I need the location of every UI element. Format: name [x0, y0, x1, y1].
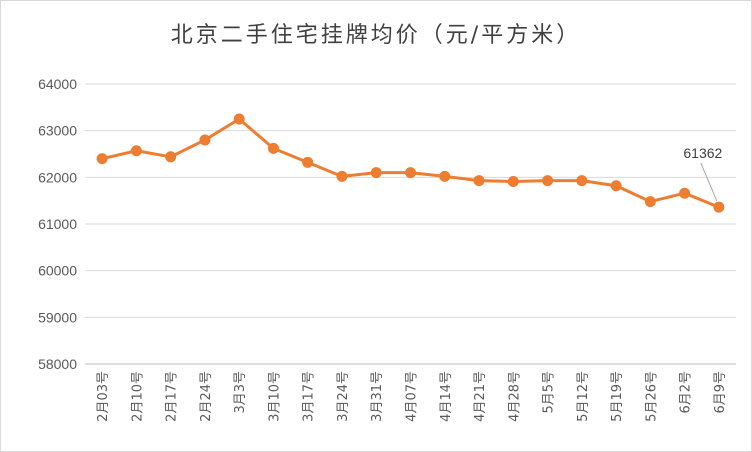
data-point [507, 176, 519, 188]
y-tick-label: 58000 [38, 356, 77, 372]
x-tick-label: 3月17号 [302, 371, 317, 422]
x-tick-label: 6月2号 [679, 371, 694, 414]
x-tick-label: 4月14号 [439, 371, 454, 422]
x-tick-label: 2月10号 [130, 371, 145, 422]
y-tick-label: 60000 [38, 263, 77, 279]
x-tick-label: 2月17号 [165, 371, 180, 422]
x-tick-label: 5月19号 [610, 371, 625, 422]
y-tick-label: 63000 [38, 123, 77, 139]
data-point [405, 167, 416, 179]
x-tick-label: 4月21号 [473, 371, 488, 422]
data-point [267, 142, 279, 154]
x-tick-label: 5月12号 [576, 371, 591, 422]
data-point [302, 156, 314, 168]
data-point [713, 201, 725, 213]
x-tick-label: 2月03号 [96, 371, 111, 422]
x-tick-label: 5月5号 [542, 371, 557, 414]
data-point [439, 170, 451, 182]
data-point [610, 180, 622, 192]
x-tick-label: 3月24号 [336, 371, 351, 422]
data-point [96, 153, 108, 165]
x-tick-label: 3月3号 [233, 371, 248, 414]
data-point [644, 196, 656, 208]
data-point [370, 167, 382, 179]
data-point [679, 187, 691, 199]
x-tick-label: 3月10号 [267, 371, 282, 422]
data-point [199, 134, 211, 146]
data-point [130, 145, 142, 157]
x-tick-label: 4月07号 [405, 371, 420, 422]
x-tick-label: 4月28号 [507, 371, 522, 422]
x-tick-label: 5月26号 [644, 371, 659, 422]
chart-title: 北京二手住宅挂牌均价（元/平方米） [170, 23, 582, 48]
x-tick-label: 2月24号 [199, 371, 214, 422]
y-tick-label: 61000 [38, 216, 77, 232]
annotation-leader [700, 162, 718, 202]
y-tick-label: 62000 [38, 169, 77, 185]
series-line [100, 117, 721, 209]
y-tick-label: 64000 [38, 76, 77, 92]
x-tick-label: 3月31号 [370, 371, 385, 422]
data-point [576, 175, 588, 187]
data-point [336, 170, 348, 182]
data-point [542, 175, 554, 187]
data-point [165, 151, 177, 163]
y-tick-label: 59000 [38, 309, 77, 325]
x-tick-label: 6月9号 [713, 371, 728, 414]
data-point [233, 113, 245, 125]
data-label: 61362 [683, 145, 722, 161]
data-point [473, 175, 485, 187]
